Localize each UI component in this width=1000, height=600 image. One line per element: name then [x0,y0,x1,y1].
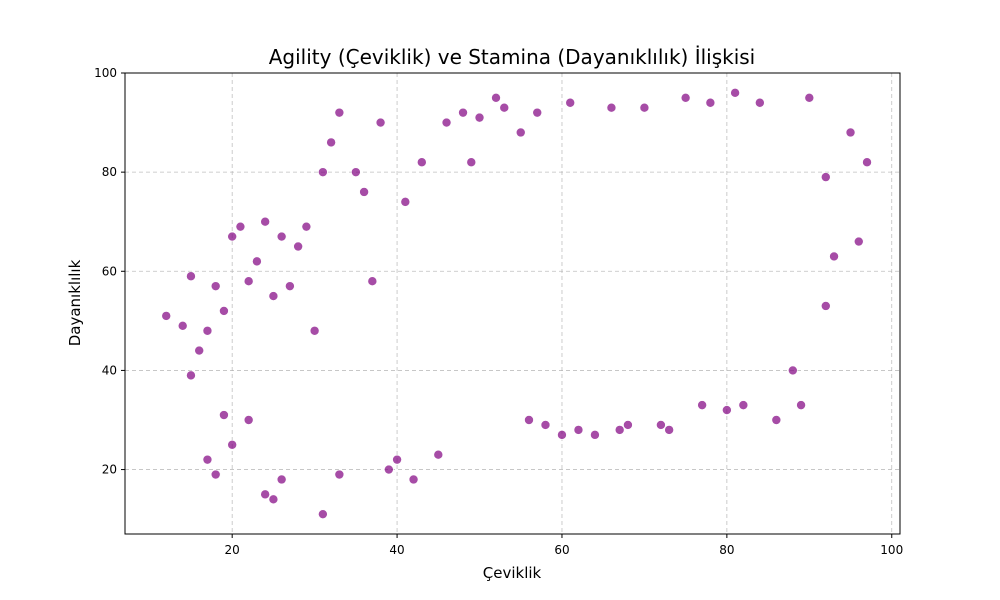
data-point [606,102,617,113]
data-point [573,425,584,435]
data-point [829,251,839,262]
data-point [202,454,213,465]
data-point [202,325,213,336]
data-point [722,405,732,415]
y-axis-label: Dayanıklılık [66,259,84,346]
data-point [788,365,798,376]
data-point [862,157,872,168]
data-point [433,449,444,460]
data-point [334,107,345,118]
data-point [219,306,229,316]
data-point [243,415,254,425]
data-point [276,231,287,242]
data-point [252,256,262,267]
data-point [853,236,864,247]
data-point [210,469,221,480]
x-tick-label: 20 [225,543,240,557]
x-tick-label: 80 [719,543,734,557]
data-point [417,157,427,168]
data-point [540,420,551,430]
data-point [771,415,782,425]
data-point [227,439,237,450]
y-tick-label: 60 [102,264,117,278]
data-point [515,127,526,138]
x-axis-ticks: 20 40 60 80 100 [225,534,903,557]
data-point [466,157,477,168]
data-point [260,216,270,227]
data-point [318,167,328,177]
data-point [796,400,806,410]
y-tick-label: 80 [102,165,117,179]
data-point [458,107,468,118]
data-point [375,117,386,128]
data-point [268,494,279,505]
data-point [227,231,237,242]
x-tick-label: 100 [880,543,903,557]
data-point [656,420,666,430]
data-point [664,425,674,435]
data-point [845,127,856,138]
data-point [293,241,303,252]
data-point [334,469,345,480]
y-axis-ticks: 20 40 60 80 100 [94,66,125,477]
data-point [351,167,361,177]
data-point [565,97,576,108]
x-axis-label: Çeviklik [483,564,542,582]
data-point [820,301,831,311]
x-tick-label: 60 [554,543,569,557]
data-point [738,400,749,410]
data-point [276,474,287,485]
data-point [408,474,419,485]
y-tick-label: 20 [102,463,117,477]
data-point [590,430,600,440]
x-tick-label: 40 [389,543,404,557]
data-point [219,410,229,420]
data-point [639,102,650,113]
data-point [730,88,740,98]
data-point [623,420,633,430]
data-point [441,117,452,128]
data-point [186,271,196,282]
data-point [499,102,510,113]
data-point [359,187,369,197]
data-point [400,197,411,207]
data-point [161,311,172,321]
data-point [186,370,196,381]
data-point [301,221,312,232]
data-point [285,281,295,291]
data-point [260,489,270,500]
data-point [194,345,205,356]
data-point [491,92,501,103]
data-point [268,291,279,301]
data-point [235,221,246,232]
data-point [326,137,336,148]
data-point [524,415,534,425]
data-point [680,92,691,103]
data-point [210,281,221,291]
chart-title: Agility (Çeviklik) ve Stamina (Dayanıklı… [269,45,755,69]
data-point [243,276,254,286]
data-point [392,454,402,465]
y-tick-label: 40 [102,363,117,377]
data-point [804,92,815,103]
data-point [820,172,831,182]
data-point [309,325,320,336]
data-point [557,430,567,440]
data-point [532,107,543,118]
data-point [614,425,625,435]
data-point [705,97,716,108]
scatter-points [161,88,872,519]
data-point [177,321,188,331]
data-point [367,276,378,286]
data-point [697,400,707,410]
data-point [474,112,485,123]
data-point [755,97,765,108]
y-tick-label: 100 [94,66,117,80]
plot-area-frame [124,72,901,535]
data-point [384,464,394,475]
data-point [318,509,328,519]
